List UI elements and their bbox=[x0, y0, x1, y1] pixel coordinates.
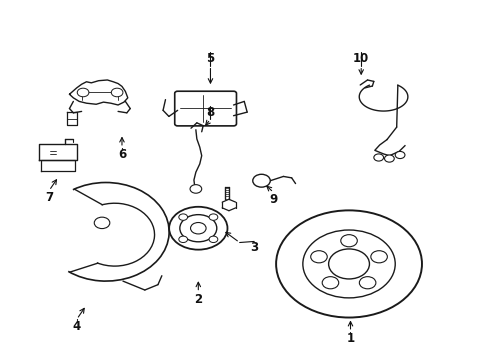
Text: 4: 4 bbox=[73, 320, 81, 333]
Text: 2: 2 bbox=[194, 293, 202, 306]
Circle shape bbox=[340, 235, 357, 247]
Circle shape bbox=[179, 236, 187, 243]
Text: 9: 9 bbox=[269, 193, 277, 206]
Circle shape bbox=[111, 88, 122, 97]
Circle shape bbox=[328, 249, 369, 279]
Circle shape bbox=[384, 155, 393, 162]
Text: 1: 1 bbox=[346, 333, 354, 346]
Circle shape bbox=[310, 251, 326, 263]
FancyBboxPatch shape bbox=[174, 91, 236, 126]
Circle shape bbox=[209, 214, 217, 220]
Text: 10: 10 bbox=[352, 52, 368, 65]
Circle shape bbox=[77, 88, 89, 97]
Text: 5: 5 bbox=[206, 52, 214, 65]
Circle shape bbox=[359, 276, 375, 289]
Text: 7: 7 bbox=[45, 192, 53, 204]
Text: 3: 3 bbox=[250, 241, 258, 255]
Circle shape bbox=[179, 214, 187, 220]
Circle shape bbox=[169, 207, 227, 249]
Circle shape bbox=[322, 276, 338, 289]
Circle shape bbox=[370, 251, 386, 263]
Circle shape bbox=[302, 230, 394, 298]
Circle shape bbox=[252, 174, 270, 187]
Circle shape bbox=[276, 210, 421, 318]
Text: 6: 6 bbox=[118, 148, 126, 162]
Circle shape bbox=[94, 217, 110, 229]
Circle shape bbox=[190, 222, 205, 234]
Circle shape bbox=[394, 152, 404, 158]
Circle shape bbox=[180, 215, 216, 242]
Text: 8: 8 bbox=[206, 105, 214, 119]
Circle shape bbox=[373, 154, 383, 161]
Circle shape bbox=[209, 236, 217, 243]
Circle shape bbox=[190, 185, 201, 193]
